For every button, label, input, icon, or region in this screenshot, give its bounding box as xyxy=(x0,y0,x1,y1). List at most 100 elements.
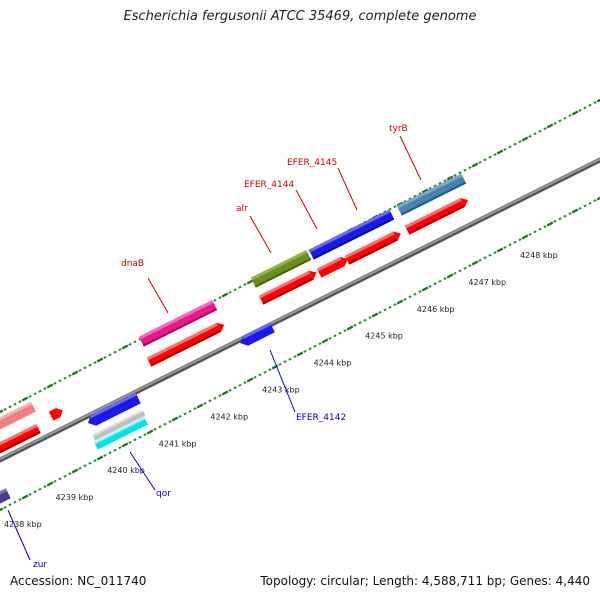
minor-tick xyxy=(408,197,412,201)
forward-cds-track xyxy=(0,198,468,454)
major-tick xyxy=(471,162,479,168)
minor-tick xyxy=(413,194,417,198)
major-tick xyxy=(571,208,579,214)
minor-tick xyxy=(83,366,87,370)
cds-arrow xyxy=(48,408,63,421)
minor-tick xyxy=(263,370,267,374)
minor-tick xyxy=(68,472,72,476)
minor-tick xyxy=(558,119,562,123)
minor-tick xyxy=(88,461,92,465)
gene-zur xyxy=(0,488,11,505)
minor-tick xyxy=(428,186,432,190)
major-tick xyxy=(246,377,254,383)
minor-tick xyxy=(388,207,392,211)
minor-tick xyxy=(508,145,512,149)
major-tick xyxy=(496,247,504,253)
minor-tick xyxy=(563,116,567,120)
major-tick xyxy=(71,468,79,474)
gene-label-efer-4145: EFER_4145 xyxy=(287,158,337,168)
minor-tick xyxy=(63,474,67,478)
major-tick xyxy=(421,188,429,194)
gene-efer-4142 xyxy=(240,322,275,346)
major-tick xyxy=(546,221,554,227)
minor-tick xyxy=(518,238,522,242)
page-title: Escherichia fergusonii ATCC 35469, compl… xyxy=(123,9,477,24)
minor-tick xyxy=(183,412,187,416)
minor-tick xyxy=(213,396,217,400)
minor-tick xyxy=(103,453,107,457)
minor-tick xyxy=(513,142,517,146)
minor-tick xyxy=(483,256,487,260)
minor-tick xyxy=(418,192,422,196)
minor-tick xyxy=(118,348,122,352)
minor-tick xyxy=(3,505,7,509)
major-tick xyxy=(546,123,554,129)
major-tick xyxy=(0,507,4,512)
minor-tick xyxy=(318,342,322,346)
minor-tick xyxy=(353,323,357,327)
minor-tick xyxy=(583,204,587,208)
major-tick xyxy=(521,136,529,142)
minor-tick xyxy=(63,376,67,380)
minor-tick xyxy=(358,321,362,325)
minor-tick xyxy=(488,155,492,159)
minor-tick xyxy=(78,466,82,470)
inner-tick-track xyxy=(0,196,600,512)
minor-tick xyxy=(433,184,437,188)
minor-tick xyxy=(228,388,232,392)
minor-tick xyxy=(208,399,212,403)
minor-tick xyxy=(558,217,562,221)
minor-tick xyxy=(428,284,432,288)
minor-tick xyxy=(193,407,197,411)
minor-tick xyxy=(8,405,12,409)
gene-efer-4144 xyxy=(308,209,395,260)
minor-tick xyxy=(13,500,17,504)
minor-tick xyxy=(243,381,247,385)
major-tick xyxy=(121,442,129,448)
minor-tick xyxy=(568,114,572,118)
forward-gene-track xyxy=(0,173,467,431)
minor-tick xyxy=(58,477,62,481)
scale-label: 4239 kbp xyxy=(56,493,94,502)
major-tick xyxy=(221,390,229,396)
gene-qor xyxy=(94,417,148,450)
minor-tick xyxy=(238,383,242,387)
minor-tick xyxy=(308,347,312,351)
scale-label: 4238 kbp xyxy=(4,520,42,529)
minor-tick xyxy=(588,201,592,205)
minor-tick xyxy=(333,334,337,338)
minor-tick xyxy=(503,147,507,151)
minor-tick xyxy=(28,492,32,496)
minor-tick xyxy=(108,353,112,357)
minor-tick xyxy=(453,271,457,275)
minor-tick xyxy=(413,292,417,296)
minor-tick xyxy=(568,212,572,216)
scale-label: 4240 kbp xyxy=(107,466,145,475)
major-tick xyxy=(396,201,404,207)
major-tick xyxy=(196,403,204,409)
minor-tick xyxy=(128,440,132,444)
minor-tick xyxy=(418,290,422,294)
minor-tick xyxy=(543,127,547,131)
major-tick xyxy=(96,357,104,363)
minor-tick xyxy=(3,407,7,411)
cds-arrow xyxy=(344,231,401,265)
scale-label: 4247 kbp xyxy=(468,278,506,287)
scale-label: 4245 kbp xyxy=(365,332,403,341)
minor-tick xyxy=(593,199,597,203)
minor-tick xyxy=(233,386,237,390)
minor-tick xyxy=(518,140,522,144)
major-tick xyxy=(371,312,379,318)
gene-label-alr: alr xyxy=(236,204,248,214)
minor-tick xyxy=(578,206,582,210)
minor-tick xyxy=(478,160,482,164)
cds-arrow xyxy=(404,198,468,235)
minor-tick xyxy=(483,158,487,162)
minor-tick xyxy=(408,295,412,299)
scale-label: 4244 kbp xyxy=(314,359,352,368)
minor-tick xyxy=(18,498,22,502)
minor-tick xyxy=(133,340,137,344)
minor-tick xyxy=(28,394,32,398)
minor-tick xyxy=(563,214,567,218)
